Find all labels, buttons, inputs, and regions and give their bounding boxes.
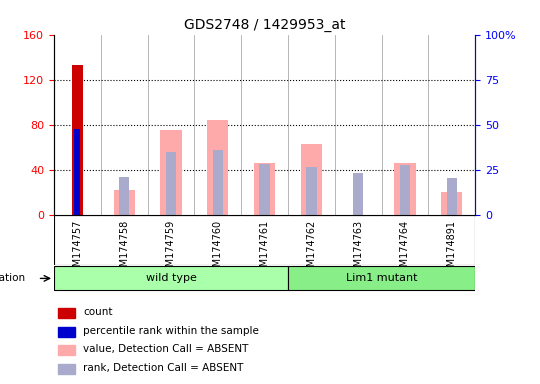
Bar	[58, 364, 75, 374]
Bar	[166, 152, 176, 215]
Bar	[259, 164, 270, 215]
Bar	[58, 345, 75, 355]
Bar	[213, 150, 223, 215]
Text: wild type: wild type	[146, 273, 197, 283]
Bar	[394, 163, 416, 215]
Bar	[400, 166, 410, 215]
Title: GDS2748 / 1429953_at: GDS2748 / 1429953_at	[184, 18, 346, 32]
Bar	[58, 326, 75, 337]
Bar	[207, 120, 228, 215]
Bar	[75, 129, 80, 215]
Text: genotype/variation: genotype/variation	[0, 273, 26, 283]
Bar	[72, 65, 83, 215]
Bar	[301, 144, 322, 215]
Bar	[447, 178, 457, 215]
Text: Lim1 mutant: Lim1 mutant	[346, 273, 417, 283]
Bar	[441, 192, 462, 215]
Text: percentile rank within the sample: percentile rank within the sample	[84, 326, 259, 336]
Bar	[114, 190, 135, 215]
Bar	[254, 163, 275, 215]
Text: rank, Detection Call = ABSENT: rank, Detection Call = ABSENT	[84, 363, 244, 373]
Bar	[58, 308, 75, 318]
FancyBboxPatch shape	[288, 266, 475, 291]
Text: count: count	[84, 307, 113, 317]
Bar	[306, 167, 316, 215]
Text: value, Detection Call = ABSENT: value, Detection Call = ABSENT	[84, 344, 249, 354]
Bar	[119, 177, 130, 215]
FancyBboxPatch shape	[54, 266, 288, 291]
Bar	[160, 131, 181, 215]
Bar	[353, 173, 363, 215]
